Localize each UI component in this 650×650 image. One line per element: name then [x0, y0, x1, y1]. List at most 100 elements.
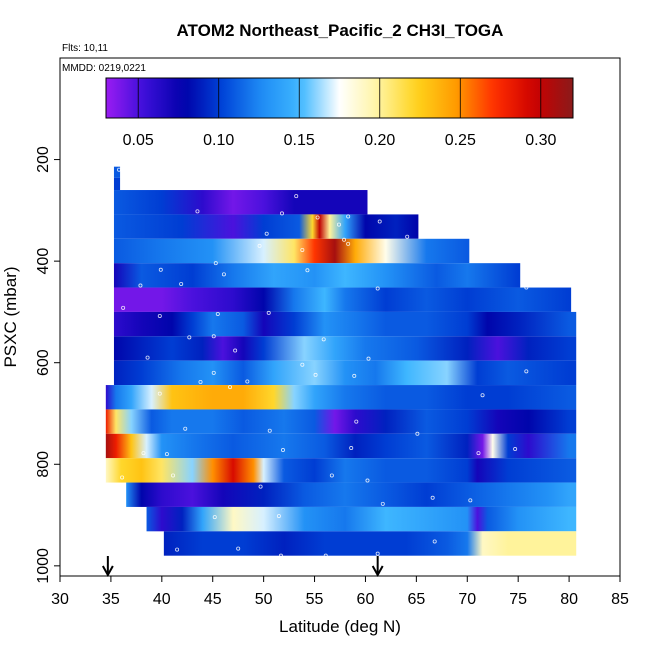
sample-point: [342, 237, 347, 242]
sample-point: [375, 551, 380, 556]
sample-point: [213, 261, 218, 266]
sample-point: [280, 448, 285, 453]
heatmap-band: [126, 482, 577, 507]
down-arrow-icon: [371, 556, 384, 578]
sample-point: [430, 495, 435, 500]
sample-point: [195, 209, 200, 214]
sample-point: [120, 475, 125, 480]
sample-point: [315, 215, 320, 220]
sample-point: [157, 391, 162, 396]
sample-point: [257, 243, 262, 248]
flights-note: Flts: 10,11: [62, 43, 108, 54]
colorbar-tick-label: 0.15: [284, 132, 315, 149]
chart-title: ATOM2 Northeast_Pacific_2 CH3I_TOGA: [177, 21, 504, 40]
y-tick-label: 1000: [35, 548, 52, 584]
sample-point: [480, 393, 485, 398]
x-tick-label: 45: [204, 591, 222, 608]
sample-point: [117, 167, 122, 172]
heatmap-band: [146, 506, 577, 532]
heatmap-band: [105, 385, 577, 410]
sample-point: [365, 478, 370, 483]
sample-point: [267, 428, 272, 433]
colorbar-tick-label: 0.05: [123, 132, 154, 149]
sample-point: [164, 452, 169, 457]
sample-points: [117, 167, 529, 558]
sample-point: [336, 222, 341, 227]
sample-point: [221, 272, 226, 277]
y-tick-label: 600: [35, 349, 52, 376]
sample-point: [211, 334, 216, 339]
heatmap-band: [163, 531, 577, 556]
heatmap-band: [105, 433, 577, 459]
x-tick-label: 70: [458, 591, 476, 608]
x-tick-label: 65: [407, 591, 425, 608]
heatmap-band: [113, 336, 577, 361]
sample-point: [513, 447, 518, 452]
sample-point: [121, 305, 126, 310]
down-arrow-icon: [101, 556, 114, 578]
heatmap-band: [113, 177, 121, 191]
sample-point: [233, 348, 238, 353]
sample-point: [266, 310, 271, 315]
sample-point: [524, 285, 529, 290]
heatmap-band: [105, 409, 577, 434]
colorbar-tick-label: 0.10: [203, 132, 234, 149]
x-tick-label: 50: [255, 591, 273, 608]
sample-point: [279, 211, 284, 216]
sample-point: [141, 451, 146, 456]
sample-point: [468, 498, 473, 503]
dates-note: MMDD: 0219,0221: [62, 63, 146, 74]
sample-point: [157, 313, 162, 318]
sample-point: [211, 370, 216, 375]
x-tick-label: 35: [102, 591, 120, 608]
sample-point: [294, 194, 299, 199]
sample-point: [171, 473, 176, 478]
sample-point: [346, 214, 351, 219]
flight-arrows: [101, 556, 384, 578]
sample-point: [323, 553, 328, 558]
sample-point: [158, 267, 163, 272]
sample-point: [305, 268, 310, 273]
heatmap-band: [113, 287, 572, 312]
plot-frame: [59, 57, 621, 577]
sample-point: [183, 426, 188, 431]
sample-point: [346, 241, 351, 246]
heatmap-band: [113, 214, 419, 239]
colorbar-gradient: [105, 77, 574, 119]
sample-point: [179, 281, 184, 286]
heatmap-band: [113, 263, 521, 288]
sample-point: [349, 446, 354, 451]
sample-point: [236, 546, 241, 551]
sample-point: [354, 419, 359, 424]
sample-point: [258, 484, 263, 489]
heatmap-band: [113, 166, 121, 178]
sample-point: [187, 335, 192, 340]
sample-point: [329, 473, 334, 478]
x-tick-label: 85: [611, 591, 629, 608]
sample-point: [276, 514, 281, 519]
heatmap-band: [113, 238, 470, 264]
sample-point: [138, 283, 143, 288]
sample-point: [313, 372, 318, 377]
sample-point: [405, 234, 410, 239]
x-axis: 30 35 40 45 50 55 60 65 70 75 80 85: [51, 576, 629, 608]
sample-point: [245, 379, 250, 384]
y-tick-label: 200: [35, 146, 52, 173]
x-tick-label: 40: [153, 591, 171, 608]
heatmap-band: [105, 458, 577, 483]
sample-point: [264, 231, 269, 236]
y-axis-label: PSXC (mbar): [1, 266, 20, 367]
y-tick-label: 800: [35, 451, 52, 478]
sample-point: [212, 515, 217, 520]
x-tick-label: 55: [306, 591, 324, 608]
sample-point: [366, 356, 371, 361]
sample-point: [375, 286, 380, 291]
sample-point: [432, 539, 437, 544]
heatmap-band: [113, 190, 368, 215]
heatmap-bands: [105, 166, 577, 556]
x-tick-label: 60: [357, 591, 375, 608]
y-tick-label: 400: [35, 248, 52, 275]
sample-point: [380, 501, 385, 506]
x-tick-label: 30: [51, 591, 69, 608]
